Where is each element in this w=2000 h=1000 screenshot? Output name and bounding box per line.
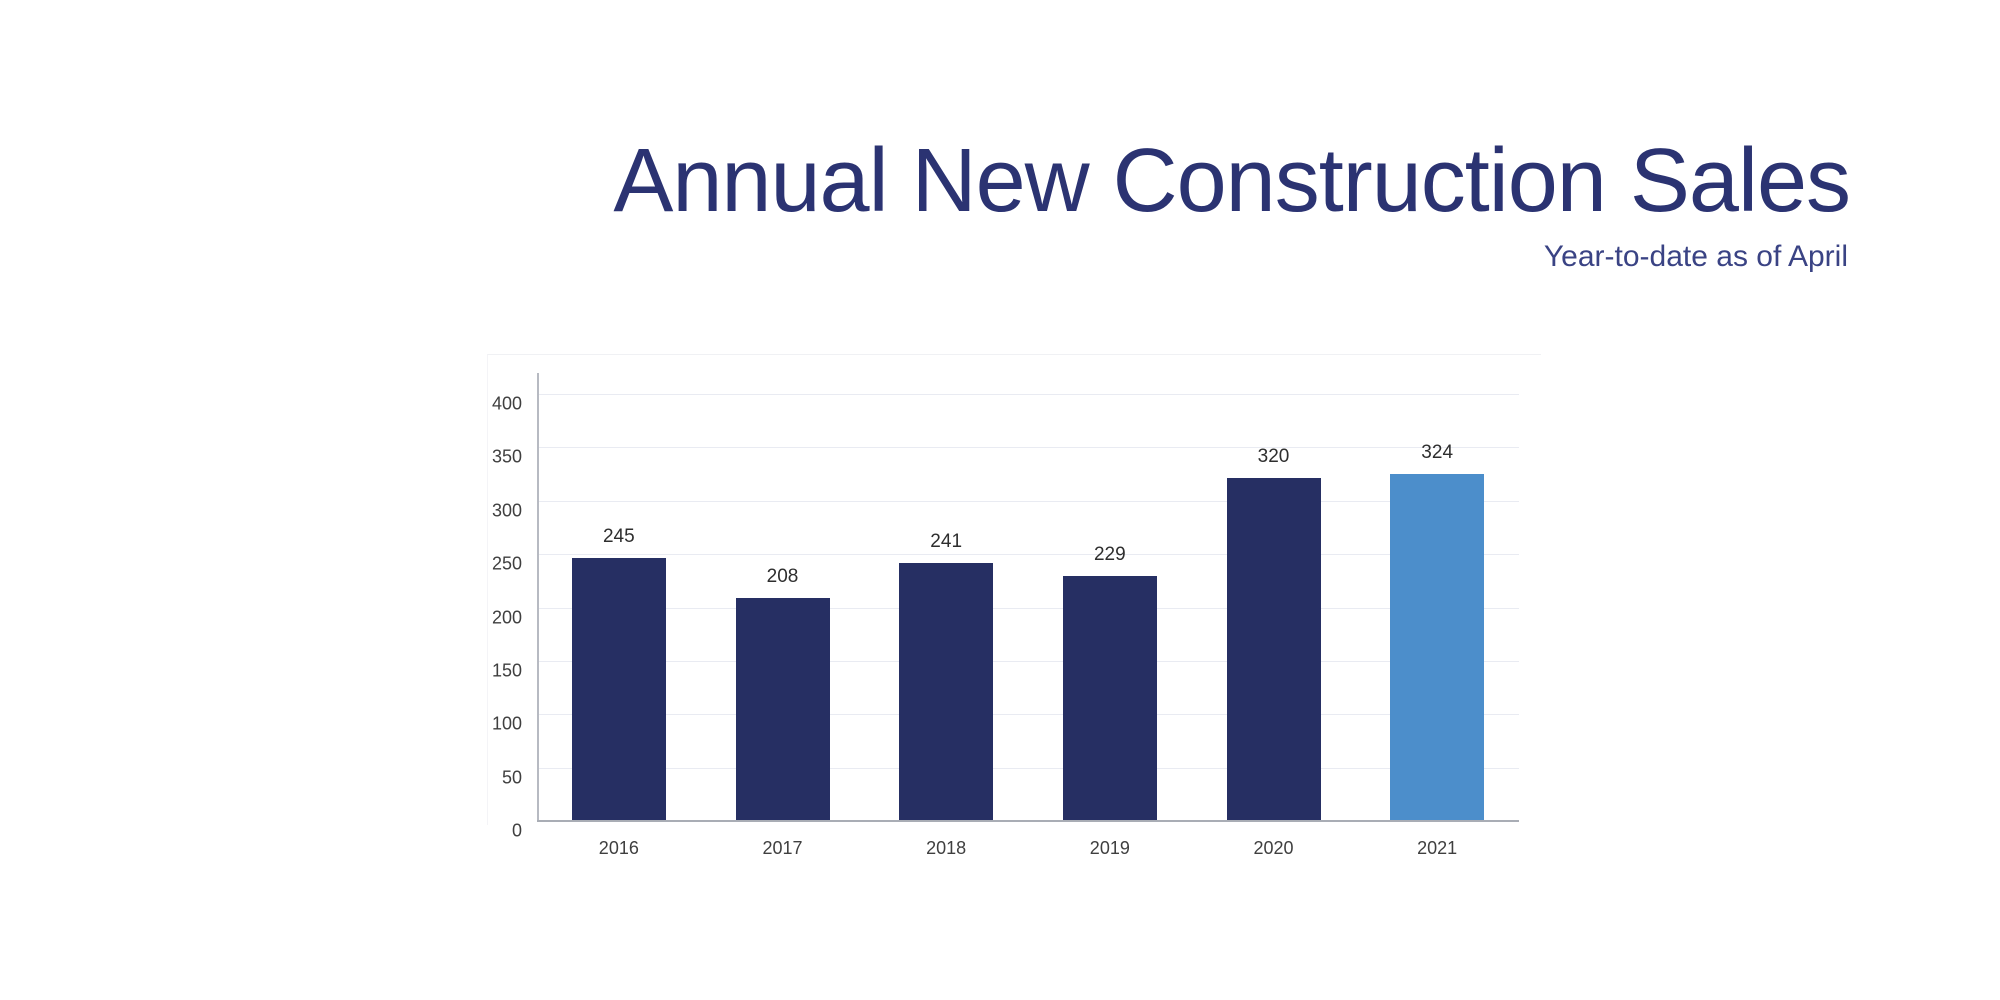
bar-value-label: 229 xyxy=(1093,543,1126,565)
bar-value-label: 241 xyxy=(930,530,963,552)
bar-highlighted xyxy=(1390,474,1485,820)
y-axis-tick-label: 0 xyxy=(511,820,522,841)
x-axis-label: 2021 xyxy=(1417,838,1458,858)
chart-subtitle: Year-to-date as of April xyxy=(1543,239,1848,273)
gridline xyxy=(539,447,1519,449)
y-axis-tick-label: 400 xyxy=(491,393,522,414)
y-axis-tick-label: 350 xyxy=(491,446,522,467)
y-axis-tick-label: 100 xyxy=(491,713,522,734)
x-axis-label: 2020 xyxy=(1253,838,1294,858)
x-axis-baseline xyxy=(537,820,1519,822)
y-axis-tick-label: 250 xyxy=(491,553,522,574)
page-title: Annual New Construction Sales xyxy=(613,131,1851,231)
gridline xyxy=(539,660,1519,662)
bar xyxy=(735,597,830,820)
x-axis-label: 2019 xyxy=(1089,838,1130,858)
bar-value-label: 245 xyxy=(602,526,635,548)
bar xyxy=(1226,478,1321,820)
chart-header: Annual New Construction Sales Year-to-da… xyxy=(613,130,1851,274)
x-axis-label: 2017 xyxy=(762,838,803,858)
bar xyxy=(899,562,994,820)
y-axis-line xyxy=(537,373,539,822)
y-axis-tick-label: 150 xyxy=(491,660,522,681)
gridline xyxy=(539,714,1519,716)
y-axis-tick-label: 200 xyxy=(491,607,522,627)
bar-value-label: 324 xyxy=(1421,442,1454,464)
bar xyxy=(1062,575,1157,820)
bar-value-label: 320 xyxy=(1257,446,1290,468)
y-axis-tick-label: 300 xyxy=(491,500,522,521)
y-axis-tick-label: 50 xyxy=(501,767,522,788)
gridline xyxy=(539,394,1519,395)
x-axis-label: 2016 xyxy=(598,838,639,858)
bar xyxy=(571,558,666,820)
gridline xyxy=(539,607,1519,609)
bar-value-label: 208 xyxy=(766,565,799,587)
bar-chart-plot-area: 0 50 100 150 200 250 300 350 400 245 2016 208 2017 24… xyxy=(492,373,1519,858)
x-axis-label: 2018 xyxy=(926,838,967,858)
gridline xyxy=(539,500,1519,502)
gridline xyxy=(539,554,1519,556)
gridline xyxy=(539,767,1519,769)
